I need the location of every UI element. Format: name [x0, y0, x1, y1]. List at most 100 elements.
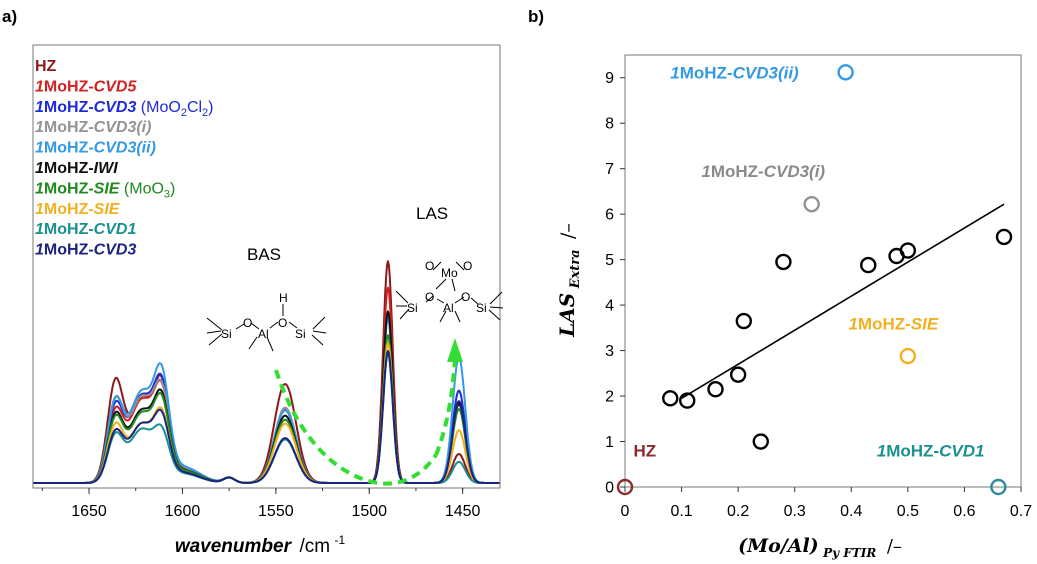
scatter-annotation-part: MoHZ-	[886, 442, 939, 461]
spectra-legend-entry-part: MoHZ-	[44, 78, 94, 95]
bas-al: Al	[258, 327, 269, 341]
spectra-legend-entry: 1MoHZ-CVD3 (MoO2Cl2)	[35, 99, 214, 119]
scatter-point	[662, 390, 679, 407]
bas-o-right: O	[278, 316, 287, 330]
bas-h: H	[279, 291, 288, 305]
scatter-annotation-part: CVD3(ii)	[733, 63, 799, 82]
las-si-left: Si	[407, 301, 418, 315]
scatter-point	[803, 195, 820, 213]
scatter-plot-frame	[624, 54, 1022, 488]
scatter-annotation: 1MoHZ-CVD1	[877, 442, 985, 461]
scatter-point	[752, 433, 769, 450]
spectra-legend-entry: 1MoHZ-SIE	[35, 201, 121, 218]
las-label: LAS	[416, 204, 448, 223]
scatter-point	[860, 256, 877, 274]
scatter-point	[899, 347, 917, 365]
scatter-y-tick-label: 8	[605, 116, 614, 133]
las-si-right: Si	[476, 301, 487, 315]
spectra-plot-frame	[32, 44, 501, 489]
spectra-legend-entry-part: )	[170, 180, 175, 197]
scatter-y-tick-label: 2	[605, 389, 614, 406]
trendline	[681, 203, 1005, 400]
spectra-lines	[32, 260, 501, 484]
las-o-left: O	[425, 290, 434, 304]
las-structure	[395, 261, 504, 323]
spectra-legend-entry-part: SIE	[94, 180, 121, 197]
spectra-x-axis-title: wavenumber /cm -1	[175, 533, 346, 557]
scatter-point	[729, 366, 747, 383]
spectra-legend-entry-part: MoHZ-	[44, 201, 94, 218]
scatter-annotation: 1MoHZ-CVD3(ii)	[670, 63, 799, 82]
las-increase-arrow	[434, 359, 457, 456]
las-arrow-head	[447, 338, 463, 362]
scatter-y-tick-label: 4	[605, 298, 614, 315]
scatter-annotation: 1MoHZ-SIE	[848, 314, 938, 333]
spectra-legend-entry-part: (MoO	[136, 99, 180, 116]
spectra-legend-entry-part: CVD3(i)	[94, 119, 152, 136]
spectra-legend-entry-part: MoHZ-	[44, 242, 94, 259]
spectra-legend-entry: HZ	[35, 58, 57, 75]
scatter-x-tick-label: 0.7	[1010, 503, 1032, 520]
scatter-annotation: 1MoHZ-CVD3(i)	[701, 162, 825, 181]
scatter-y-axis-title-sub: Extra	[568, 249, 583, 289]
spectra-legend-entry-part: MoHZ-	[44, 160, 94, 177]
scatter-x-tick-label: 0.3	[784, 503, 806, 520]
scatter-x-axis-title-sub: Py FTIR	[822, 546, 876, 560]
scatter-annotation-part: 1	[877, 442, 886, 461]
spectra-legend-entry: 1MoHZ-CVD3(ii)	[35, 140, 156, 157]
scatter-point	[837, 64, 854, 81]
spectra-legend-entry-part: 1	[35, 201, 44, 218]
scatter-annotation-part: 1	[701, 162, 710, 181]
scatter-y-tick-label: 9	[605, 70, 614, 87]
scatter-annotation-part: MoHZ-	[711, 162, 764, 181]
las-mo: Mo	[441, 266, 458, 280]
spectra-x-tick-label: 1650	[71, 503, 107, 520]
bas-decrease-arrow	[274, 369, 438, 486]
spectra-legend-entry: 1MoHZ-CVD1	[35, 221, 136, 238]
scatter-annotation-part: 1	[848, 314, 857, 333]
spectra-legend-entry-part: 1	[35, 99, 44, 116]
spectra-legend-entry: 1MoHZ-SIE (MoO3)	[35, 180, 175, 200]
spectra-legend-entry-part: 2	[202, 107, 208, 119]
scatter-point	[775, 253, 792, 271]
scatter-y-tick-label: 1	[605, 434, 614, 451]
scatter-x-tick-label: 0.2	[727, 503, 749, 520]
spectra-x-ticks: 1650 1600 1550 1500 1450	[41, 488, 481, 520]
spectra-x-tick-label: 1450	[445, 503, 481, 520]
spectra-legend-entry-part: 1	[35, 180, 44, 197]
spectra-legend-entry-part: 1	[35, 119, 44, 136]
bas-label: BAS	[247, 245, 281, 264]
las-o-right: O	[461, 290, 470, 304]
scatter-annotation-part: 1	[670, 63, 679, 82]
spectra-legend-entry-part: 3	[164, 188, 170, 200]
scatter-annotation-part: CVD1	[939, 442, 984, 461]
spectra-legend-entry-part: 1	[35, 78, 44, 95]
scatter-point	[679, 392, 696, 409]
spectra-legend-entry: 1MoHZ-IWI	[35, 160, 118, 177]
scatter-y-tick-label: 5	[605, 252, 614, 269]
spectra-x-tick-label: 1600	[165, 503, 201, 520]
scatter-y-tick-label: 6	[605, 207, 614, 224]
scatter-annotation-part: MoHZ-	[680, 63, 733, 82]
spectra-x-tick-label: 1500	[351, 503, 387, 520]
panel-a-label: a)	[2, 7, 17, 26]
spectra-x-tick-label: 1550	[258, 503, 294, 520]
spectra-legend-entry-part: 1	[35, 160, 44, 177]
spectra-legend-entry-part: MoHZ-	[44, 180, 94, 197]
bas-structure	[206, 304, 327, 352]
spectra-legend-entry-part: Cl	[187, 99, 202, 116]
scatter-annotation-part: HZ	[633, 442, 656, 461]
las-o-top-left: O	[425, 259, 434, 273]
spectra-legend-entry-part: MoHZ-	[44, 119, 94, 136]
scatter-ticks: 0 0.1 0.2 0.3 0.4 0.5 0.6 0.7 0 1 2 3 4 5 6 7 8 9	[605, 70, 1032, 520]
spectra-legend-entry-part: MoHZ-	[44, 221, 94, 238]
spectra-legend-entry-part: CVD5	[94, 78, 138, 95]
scatter-annotation-part: SIE	[911, 314, 939, 333]
scatter-trendline	[681, 203, 1005, 400]
scatter-point	[995, 228, 1013, 246]
spectra-legend-entry-part: CVD1	[94, 221, 137, 238]
